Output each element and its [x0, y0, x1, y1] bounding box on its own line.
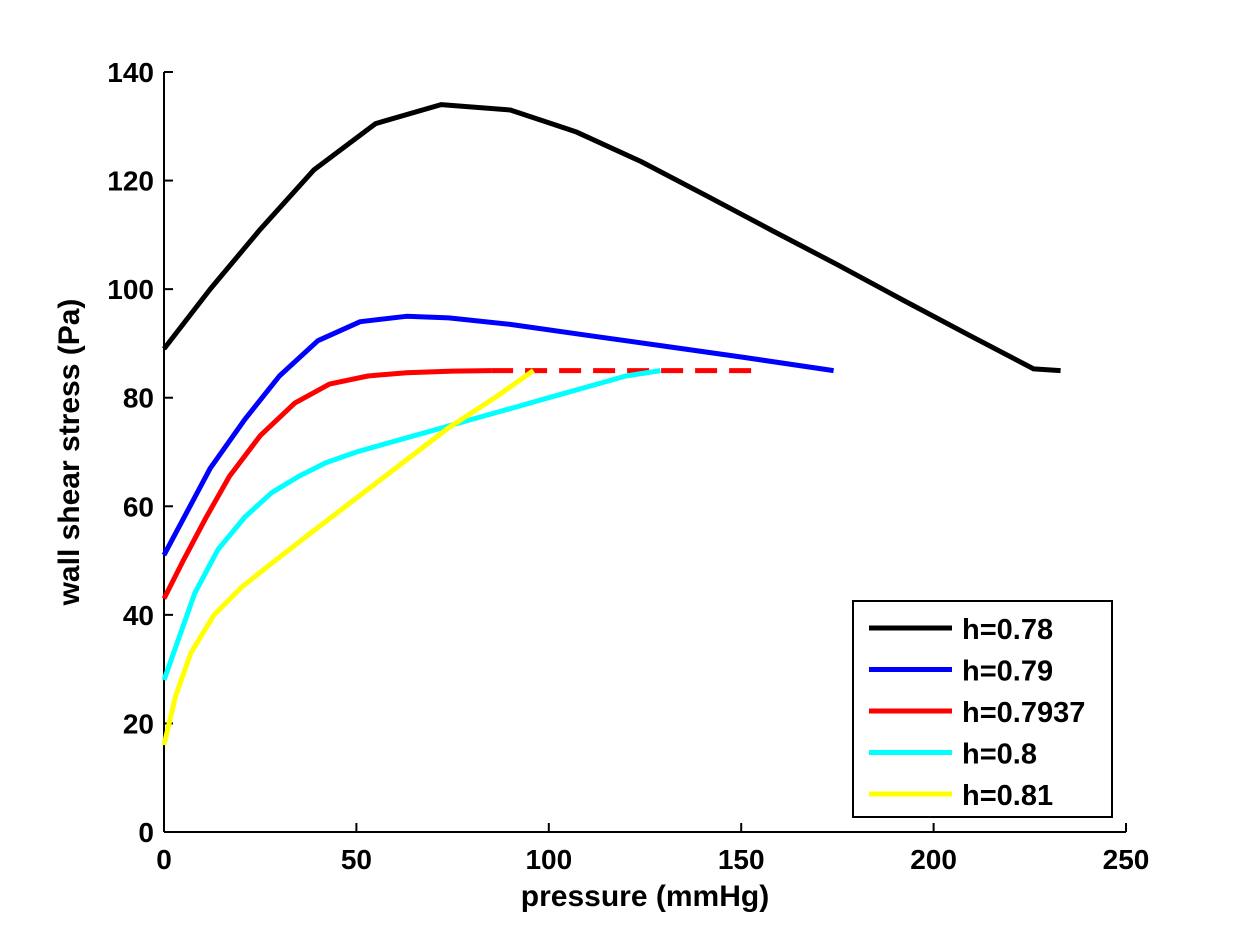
x-tick-label: 200 [910, 844, 957, 875]
y-tick-label: 0 [138, 817, 154, 848]
legend-label: h=0.8 [962, 739, 1037, 771]
x-tick-label: 150 [718, 844, 765, 875]
x-axis-title: pressure (mmHg) [521, 880, 769, 913]
legend: h=0.78 h=0.79 h=0.7937 h=0.8 h=0.81 [852, 600, 1113, 818]
series-line-1 [161, 313, 834, 557]
legend-label: h=0.79 [962, 656, 1053, 688]
legend-label: h=0.81 [962, 780, 1053, 812]
y-tick-label: 60 [123, 491, 154, 522]
series-lines [161, 102, 1061, 746]
ticks: 0 50 100 150 200 250 0 20 40 60 80 100 120 140 [107, 57, 1149, 875]
x-tick-label: 250 [1103, 844, 1150, 875]
series-line-4 [161, 368, 661, 681]
axes [163, 72, 1126, 833]
y-axis-title: wall shear stress (Pa) [53, 299, 86, 607]
y-tick-label: 20 [123, 708, 154, 739]
y-tick-label: 140 [107, 57, 154, 88]
y-tick-label: 40 [123, 600, 154, 631]
x-tick-label: 0 [156, 844, 172, 875]
series-line-0 [162, 102, 1061, 374]
y-tick-label: 80 [123, 383, 154, 414]
legend-label: h=0.7937 [962, 697, 1085, 729]
series-line-5 [161, 368, 535, 746]
x-tick-label: 50 [341, 844, 372, 875]
x-tick-label: 100 [525, 844, 572, 875]
legend-label: h=0.78 [962, 614, 1053, 646]
y-tick-label: 120 [107, 166, 154, 197]
series-line-2 [161, 368, 492, 600]
y-tick-label: 100 [107, 274, 154, 305]
